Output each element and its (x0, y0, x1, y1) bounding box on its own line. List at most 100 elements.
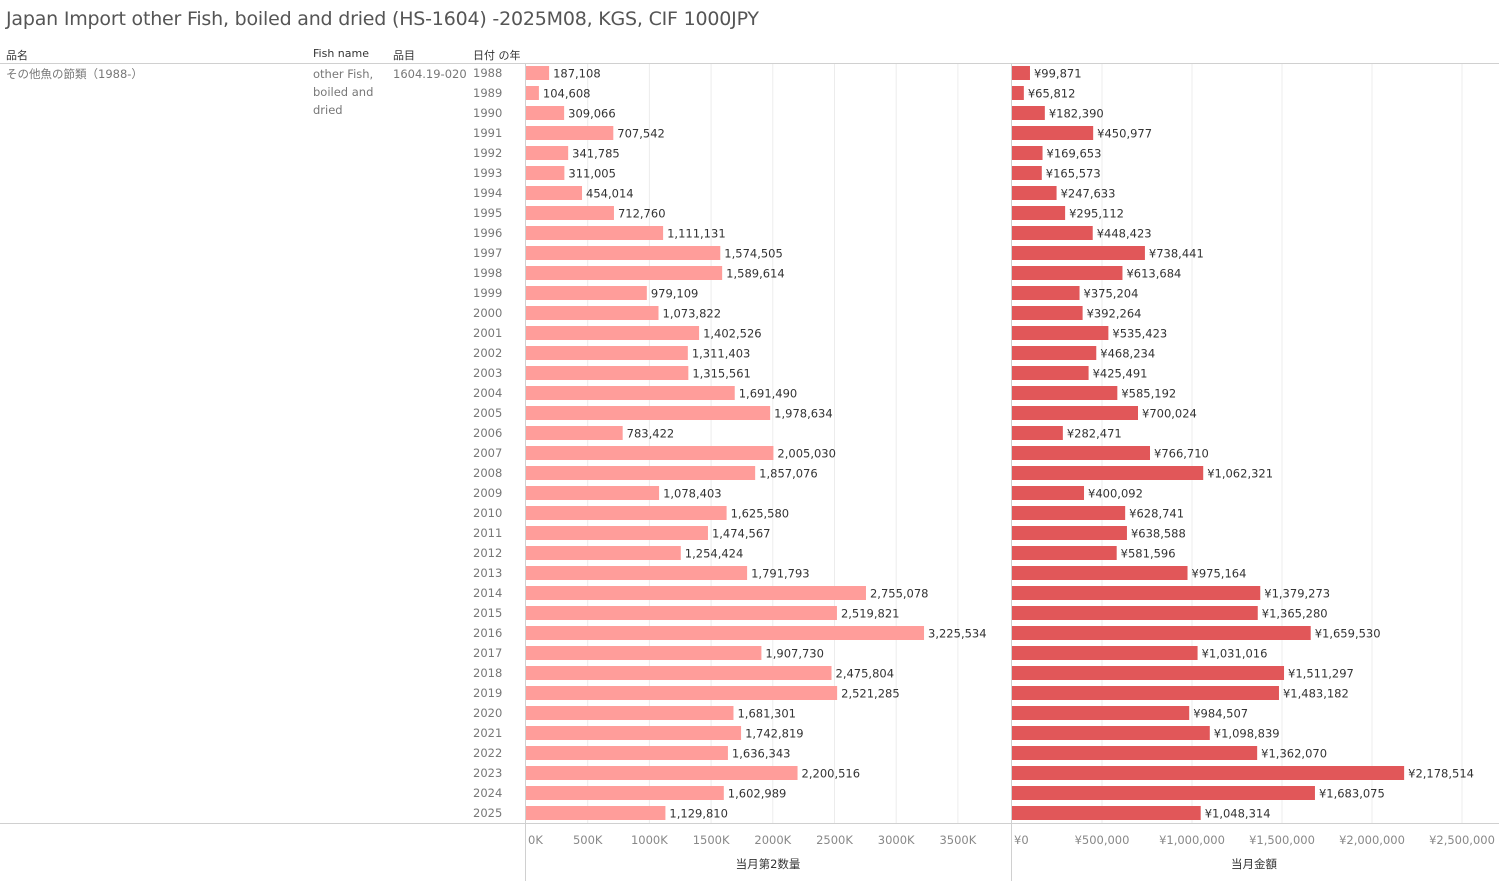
quantity-bar[interactable] (526, 366, 689, 380)
value-bar[interactable] (1012, 226, 1093, 240)
value-bar[interactable] (1012, 286, 1080, 300)
quantity-bar[interactable] (526, 806, 666, 820)
quantity-bar[interactable] (526, 486, 660, 500)
value-bar[interactable] (1012, 686, 1279, 700)
year-label: 2020 (473, 706, 503, 720)
value-bar[interactable] (1012, 426, 1063, 440)
value-bar[interactable] (1012, 126, 1094, 140)
quantity-data-label: 454,014 (586, 187, 634, 201)
year-label: 2007 (473, 446, 503, 460)
value-bar[interactable] (1012, 386, 1118, 400)
quantity-data-label: 2,475,804 (836, 667, 895, 681)
quantity-bar[interactable] (526, 286, 647, 300)
value-data-label: ¥425,491 (1093, 367, 1148, 381)
value-bar[interactable] (1012, 566, 1188, 580)
quantity-bar[interactable] (526, 506, 727, 520)
value-bar[interactable] (1012, 766, 1405, 780)
value-bar[interactable] (1012, 446, 1151, 460)
quantity-bar[interactable] (526, 306, 659, 320)
value-bar[interactable] (1012, 666, 1285, 680)
quantity-bar[interactable] (526, 606, 837, 620)
quantity-tick-label: 3500K (939, 833, 976, 847)
quantity-bar[interactable] (526, 426, 623, 440)
value-bar[interactable] (1012, 466, 1204, 480)
value-tick-label: ¥500,000 (1075, 833, 1130, 847)
value-bar[interactable] (1012, 726, 1210, 740)
quantity-bar[interactable] (526, 766, 798, 780)
quantity-panel-left-border (525, 63, 526, 881)
quantity-bar[interactable] (526, 406, 771, 420)
value-bar[interactable] (1012, 506, 1126, 520)
quantity-bar[interactable] (526, 526, 708, 540)
quantity-bar[interactable] (526, 186, 583, 200)
value-bar[interactable] (1012, 86, 1024, 100)
value-data-label: ¥984,507 (1193, 707, 1248, 721)
value-bar[interactable] (1012, 106, 1045, 120)
quantity-bar[interactable] (526, 206, 614, 220)
value-bar[interactable] (1012, 246, 1145, 260)
item-name-cell: その他魚の節類（1988-） (6, 67, 143, 81)
quantity-bar[interactable] (526, 706, 734, 720)
quantity-tick-label: 2500K (816, 833, 853, 847)
value-bar[interactable] (1012, 346, 1097, 360)
value-bar[interactable] (1012, 166, 1042, 180)
value-bar[interactable] (1012, 266, 1123, 280)
quantity-bar[interactable] (526, 126, 614, 140)
quantity-bar[interactable] (526, 726, 742, 740)
quantity-bar[interactable] (526, 66, 550, 80)
value-bar[interactable] (1012, 606, 1258, 620)
value-bar[interactable] (1012, 786, 1315, 800)
quantity-bar[interactable] (526, 106, 565, 120)
value-bar[interactable] (1012, 646, 1198, 660)
value-bar[interactable] (1012, 146, 1043, 160)
value-bar[interactable] (1012, 66, 1030, 80)
quantity-data-label: 712,760 (618, 207, 666, 221)
value-bar[interactable] (1012, 746, 1258, 760)
value-bar[interactable] (1012, 186, 1057, 200)
quantity-bar[interactable] (526, 166, 565, 180)
quantity-bar[interactable] (526, 446, 774, 460)
quantity-data-label: 1,129,810 (669, 807, 728, 821)
quantity-data-label: 1,311,403 (692, 347, 751, 361)
value-bar[interactable] (1012, 586, 1261, 600)
quantity-bar[interactable] (526, 666, 832, 680)
quantity-bar[interactable] (526, 686, 838, 700)
quantity-bar[interactable] (526, 246, 721, 260)
item-code-cell: 1604.19-020 (393, 67, 467, 81)
quantity-bar[interactable] (526, 466, 756, 480)
value-bar[interactable] (1012, 806, 1201, 820)
value-bar[interactable] (1012, 206, 1066, 220)
quantity-bar[interactable] (526, 386, 735, 400)
quantity-bar[interactable] (526, 786, 724, 800)
quantity-bar[interactable] (526, 566, 748, 580)
header-year[interactable]: 日付 の年 (473, 49, 521, 62)
quantity-bar[interactable] (526, 326, 700, 340)
header-item-name[interactable]: 品名 (6, 49, 28, 62)
value-bar[interactable] (1012, 526, 1127, 540)
value-data-label: ¥1,362,070 (1261, 747, 1327, 761)
value-bar[interactable] (1012, 706, 1190, 720)
quantity-bar[interactable] (526, 346, 688, 360)
quantity-bar[interactable] (526, 546, 681, 560)
quantity-bar[interactable] (526, 586, 866, 600)
value-bar[interactable] (1012, 366, 1089, 380)
value-data-label: ¥375,204 (1084, 287, 1139, 301)
quantity-bar[interactable] (526, 226, 664, 240)
header-fish-name[interactable]: Fish name (313, 47, 369, 60)
value-data-label: ¥1,659,530 (1315, 627, 1381, 641)
quantity-bar[interactable] (526, 86, 539, 100)
value-bar[interactable] (1012, 546, 1117, 560)
value-data-label: ¥165,573 (1046, 167, 1101, 181)
value-bar[interactable] (1012, 326, 1109, 340)
quantity-bar[interactable] (526, 626, 925, 640)
quantity-bar[interactable] (526, 146, 569, 160)
value-bar[interactable] (1012, 626, 1311, 640)
quantity-data-label: 187,108 (553, 67, 601, 81)
quantity-bar[interactable] (526, 646, 762, 660)
header-item-code[interactable]: 品目 (393, 49, 415, 62)
quantity-bar[interactable] (526, 746, 728, 760)
value-bar[interactable] (1012, 486, 1085, 500)
value-bar[interactable] (1012, 306, 1083, 320)
quantity-bar[interactable] (526, 266, 723, 280)
value-bar[interactable] (1012, 406, 1139, 420)
